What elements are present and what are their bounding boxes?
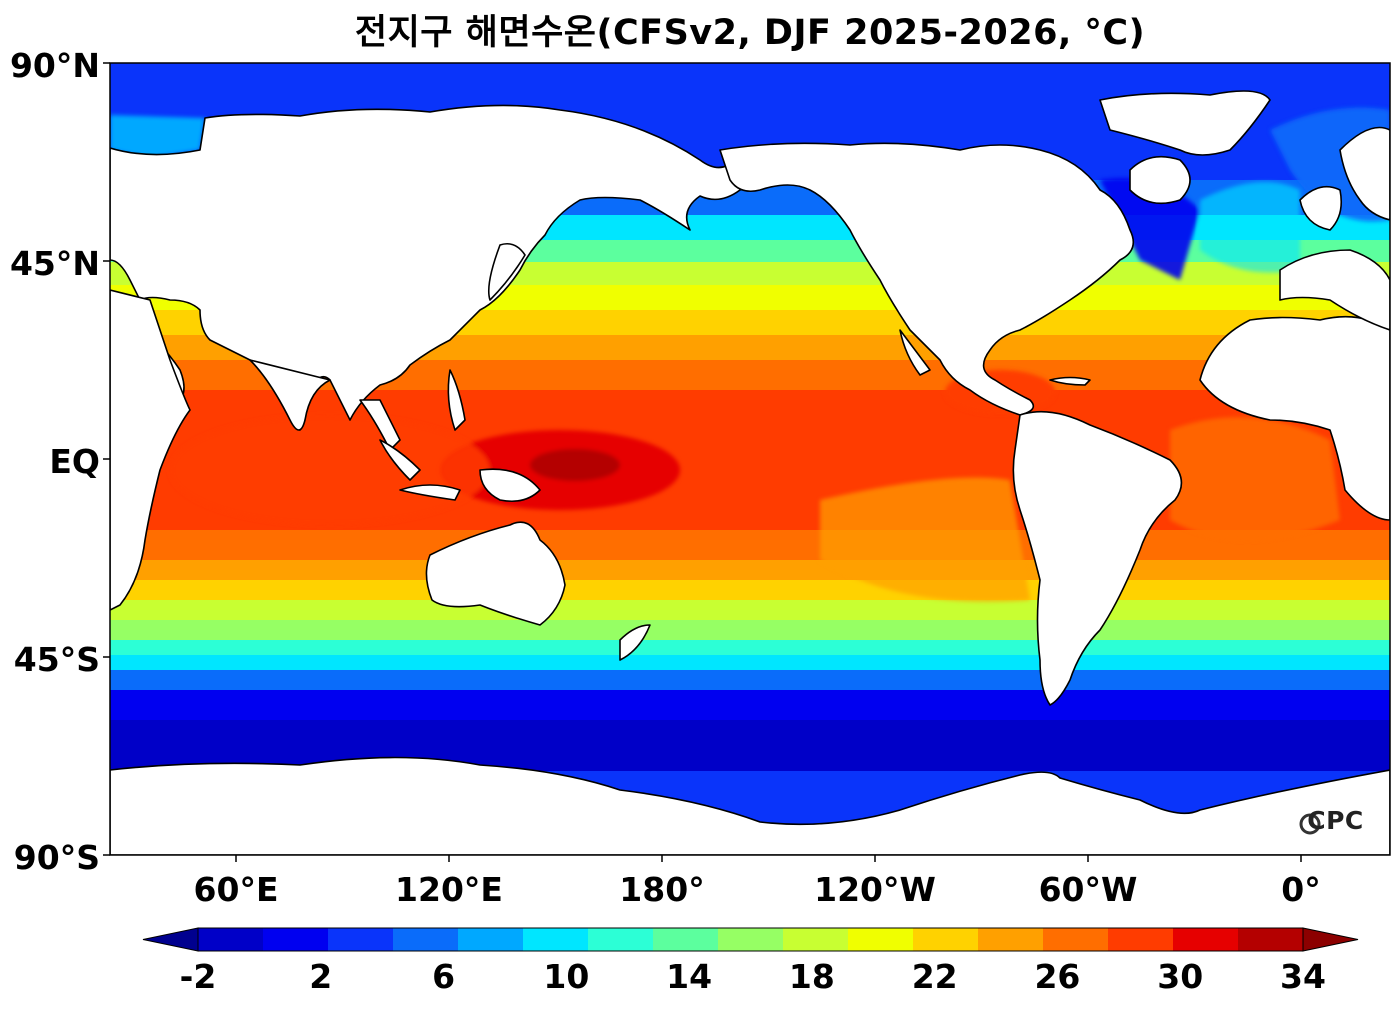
colorbar-segment-1 <box>198 928 264 951</box>
colorbar-segment-11 <box>848 928 914 951</box>
sst-band-19 <box>110 720 1390 771</box>
sst-band-11 <box>110 560 1390 581</box>
lon-label-60e: 60°E <box>193 870 279 909</box>
cpc-logo-text: CPC <box>1307 806 1364 835</box>
colorbar-segment-15 <box>1108 928 1174 951</box>
lon-label-0: 0° <box>1281 870 1321 909</box>
lat-label-eq: EQ <box>49 442 100 481</box>
colorbar-tick-label: 18 <box>788 957 835 996</box>
sst-band-15 <box>110 640 1390 656</box>
colorbar-tick-label: 30 <box>1157 957 1204 996</box>
colorbar-segment-14 <box>1043 928 1109 951</box>
lat-label-90s: 90°S <box>13 838 100 877</box>
colorbar-segment-3 <box>328 928 394 951</box>
lat-label-90n: 90°N <box>9 46 100 85</box>
lat-label-45s: 45°S <box>13 640 100 679</box>
colorbar <box>142 927 1359 952</box>
north-america <box>719 142 1135 416</box>
sst-band-18 <box>110 690 1390 721</box>
colorbar-segment-9 <box>718 928 784 951</box>
colorbar-segment-16 <box>1173 928 1239 951</box>
lon-label-120e: 120°E <box>395 870 503 909</box>
sst-band-12 <box>110 580 1390 601</box>
colorbar-segment-2 <box>263 928 329 951</box>
lon-label-120w: 120°W <box>814 870 936 909</box>
map-title: 전지구 해면수온(CFSv2, DJF 2025-2026, °C) <box>354 13 1146 53</box>
sst-band-10 <box>110 530 1390 561</box>
antarctica <box>110 756 1390 855</box>
lon-label-60w: 60°W <box>1038 870 1138 909</box>
colorbar-tick-label: 2 <box>309 957 333 996</box>
axis-ticks <box>103 62 1302 862</box>
colorbar-tick-label: 14 <box>666 957 713 996</box>
colorbar-tick-label: -2 <box>179 957 217 996</box>
colorbar-segment-7 <box>588 928 654 951</box>
colorbar-extend-min <box>142 927 199 952</box>
colorbar-segment-5 <box>458 928 524 951</box>
colorbar-tick-label: 10 <box>543 957 590 996</box>
colorbar-segment-8 <box>653 928 719 951</box>
colorbar-segment-10 <box>783 928 849 951</box>
colorbar-segment-17 <box>1238 928 1304 951</box>
sst-band-14 <box>110 620 1390 641</box>
africa <box>110 289 191 611</box>
colorbar-segment-4 <box>393 928 459 951</box>
colorbar-segment-6 <box>523 928 589 951</box>
colorbar-frame <box>197 927 1304 952</box>
colorbar-segment-13 <box>978 928 1044 951</box>
colorbar-tick-label: 34 <box>1280 957 1326 996</box>
colorbar-extend-max <box>1302 927 1359 952</box>
south-america <box>1012 410 1183 706</box>
sst-band-13 <box>110 600 1390 621</box>
colorbar-segment-12 <box>913 928 979 951</box>
colorbar-tick-label: 6 <box>432 957 456 996</box>
sst-band-17 <box>110 670 1390 691</box>
sst-band-16 <box>110 655 1390 671</box>
map-area <box>110 63 1390 855</box>
colorbar-tick-label: 26 <box>1034 957 1081 996</box>
land <box>110 90 1390 855</box>
cpc-logo-icon <box>1299 813 1321 835</box>
australia <box>425 521 566 626</box>
cpc-logo: CPC <box>1298 806 1364 835</box>
lat-label-45n: 45°N <box>9 244 100 283</box>
lon-label-180: 180° <box>619 870 705 909</box>
colorbar-tick-label: 22 <box>911 957 958 996</box>
